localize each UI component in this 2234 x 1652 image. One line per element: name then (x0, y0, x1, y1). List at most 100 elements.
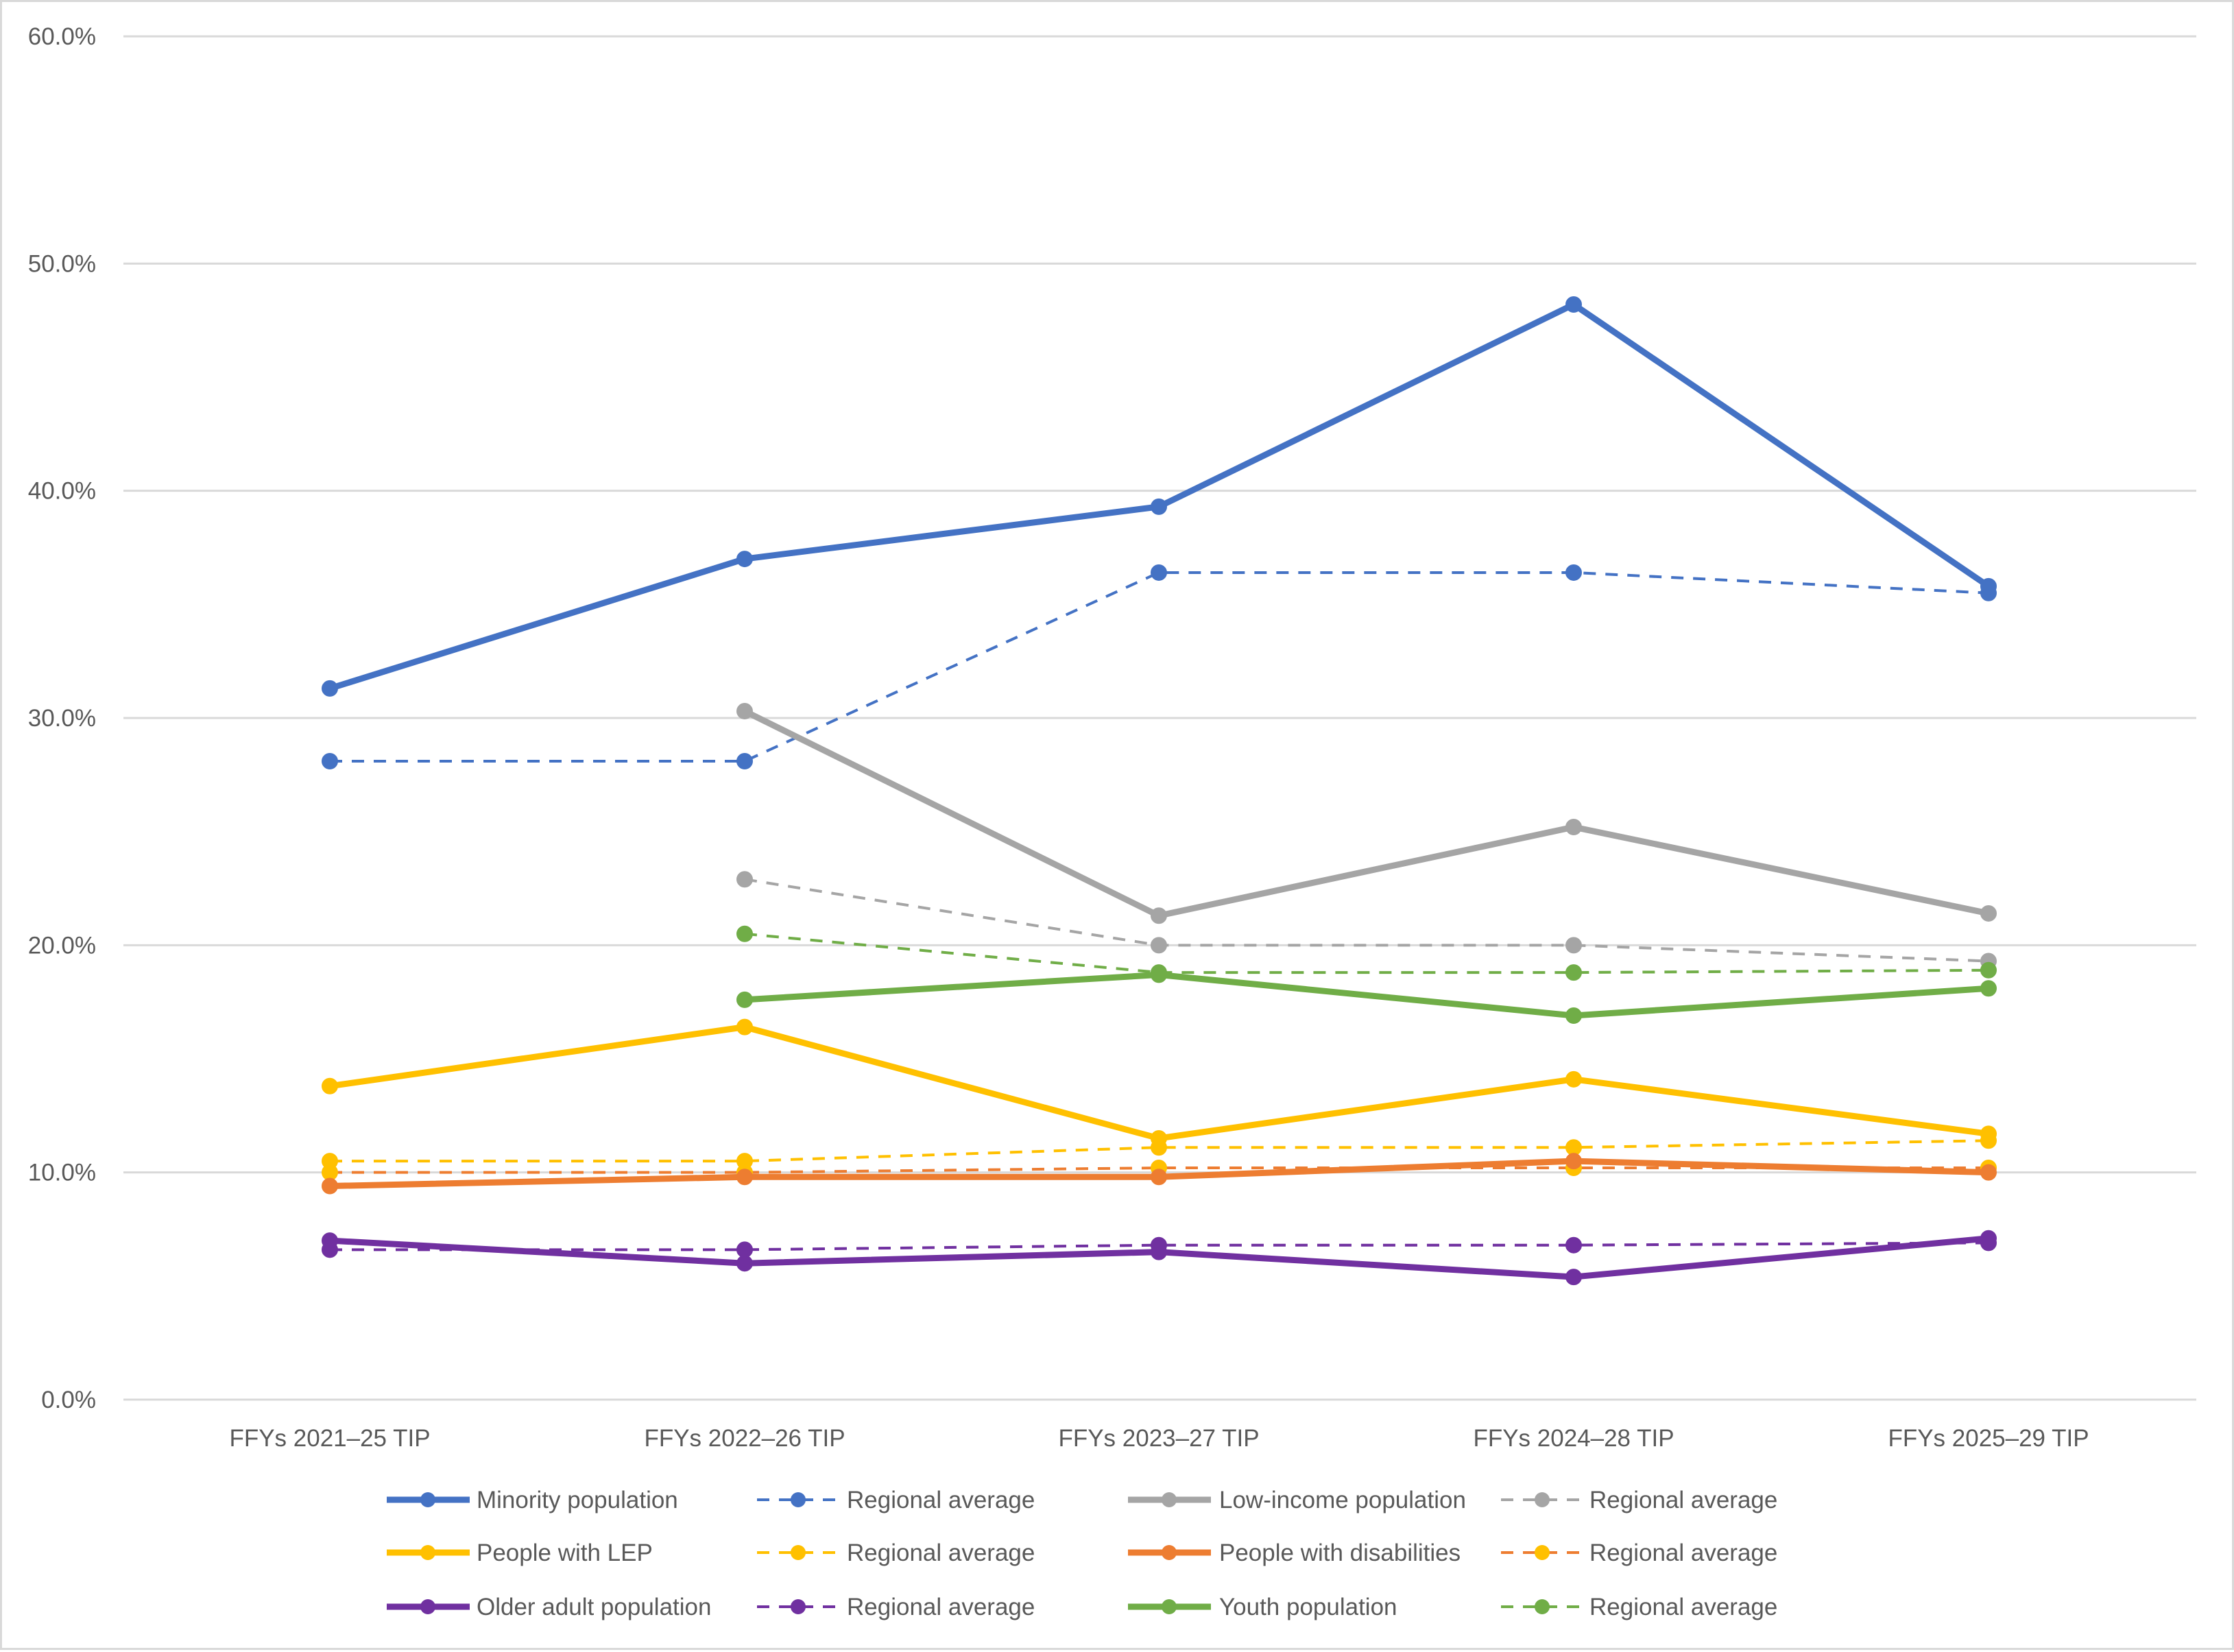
data-point (1980, 980, 1997, 997)
series-lines (322, 296, 1997, 1286)
x-tick-label: FFYs 2024–28 TIP (1473, 1425, 1674, 1452)
series-11 (736, 925, 1997, 981)
data-point (1151, 1169, 1167, 1186)
legend-marker (1162, 1545, 1177, 1560)
gridlines (123, 35, 2196, 1401)
legend-item: Low-income population (1128, 1487, 1466, 1513)
series-line (330, 1139, 1989, 1163)
legend-label: Older adult population (477, 1594, 711, 1620)
legend-label: Regional average (847, 1594, 1035, 1620)
legend-item: Youth population (1128, 1594, 1397, 1620)
data-point (736, 1255, 753, 1272)
series-1 (322, 564, 1997, 769)
y-tick-label: 20.0% (28, 932, 96, 959)
series-line (744, 932, 1989, 974)
series-line (329, 1024, 1989, 1142)
legend-label: Minority population (477, 1487, 678, 1513)
data-point (1565, 1139, 1582, 1156)
data-point (1980, 961, 1997, 979)
data-point (322, 1177, 338, 1195)
data-point (322, 752, 338, 769)
y-axis-ticks: 0.0% 10.0% 20.0% 30.0% 40.0% 50.0% 60.0% (28, 23, 96, 1413)
series-6 (322, 1153, 1997, 1195)
data-point (1151, 966, 1167, 983)
x-tick-label: FFYs 2025–29 TIP (1888, 1425, 2089, 1452)
data-point (322, 1077, 338, 1094)
data-point (736, 1241, 753, 1258)
data-point (736, 1018, 753, 1036)
data-point (1565, 564, 1582, 581)
legend-marker (791, 1492, 806, 1507)
y-tick-label: 30.0% (28, 705, 96, 732)
data-point (1151, 1243, 1167, 1260)
data-point (322, 680, 338, 697)
legend-label: Youth population (1219, 1594, 1397, 1620)
data-point (1565, 1269, 1582, 1286)
legend-item: Regional average (1501, 1540, 1777, 1566)
legend-label: Low-income population (1219, 1487, 1466, 1513)
data-point (1565, 1153, 1582, 1170)
series-line (328, 301, 1991, 692)
y-tick-label: 10.0% (28, 1160, 96, 1186)
legend-marker (791, 1599, 806, 1614)
data-point (1151, 907, 1167, 924)
legend-item: People with LEP (387, 1540, 653, 1566)
legend-marker (791, 1545, 806, 1560)
series-3 (736, 871, 1997, 970)
legend-marker (1162, 1492, 1177, 1507)
x-axis-ticks: FFYs 2021–25 TIP FFYs 2022–26 TIP FFYs 202… (229, 1425, 2089, 1452)
data-point (1565, 937, 1582, 954)
data-point (736, 1169, 753, 1186)
data-point (1151, 1129, 1167, 1147)
legend-item: Regional average (1501, 1487, 1777, 1513)
data-point (736, 551, 753, 568)
series-line (744, 971, 1989, 1019)
series-10 (736, 966, 1997, 1025)
data-point (1565, 819, 1582, 836)
data-point (736, 703, 753, 720)
data-point (1980, 577, 1997, 595)
x-tick-label: FFYs 2023–27 TIP (1058, 1425, 1259, 1452)
x-tick-label: FFYs 2021–25 TIP (229, 1425, 430, 1452)
data-point (1151, 937, 1167, 954)
data-point (1151, 498, 1167, 515)
legend-label: People with disabilities (1219, 1540, 1461, 1566)
data-point (322, 1164, 338, 1181)
series-line (744, 878, 1989, 963)
data-point (736, 752, 753, 769)
legend-marker (420, 1599, 435, 1614)
legend-marker (1535, 1492, 1550, 1507)
data-point (1980, 1230, 1997, 1247)
data-point (322, 1232, 338, 1249)
y-tick-label: 0.0% (41, 1387, 96, 1413)
data-point (1980, 1125, 1997, 1142)
y-tick-label: 50.0% (28, 250, 96, 277)
legend-label: Regional average (847, 1487, 1035, 1513)
legend-marker (420, 1545, 435, 1560)
legend-item: Regional average (1501, 1594, 1777, 1620)
x-tick-label: FFYs 2022–26 TIP (644, 1425, 845, 1452)
series-0 (322, 296, 1997, 697)
data-point (1565, 1007, 1582, 1025)
series-8 (322, 1230, 1997, 1286)
data-point (1565, 1070, 1582, 1088)
series-2 (736, 703, 1997, 924)
legend-label: Regional average (1589, 1487, 1777, 1513)
legend-label: Regional average (847, 1540, 1035, 1566)
series-4 (322, 1018, 1997, 1147)
data-point (736, 871, 753, 888)
legend: Minority population Regional average Low-i… (387, 1487, 1777, 1620)
legend-marker (420, 1492, 435, 1507)
legend-marker (1162, 1599, 1177, 1614)
y-tick-label: 60.0% (28, 23, 96, 50)
data-point (1565, 1236, 1582, 1254)
data-point (1151, 564, 1167, 581)
legend-label: People with LEP (477, 1540, 653, 1566)
y-tick-label: 40.0% (28, 478, 96, 505)
legend-item: People with disabilities (1128, 1540, 1461, 1566)
legend-item: Older adult population (387, 1594, 711, 1620)
legend-item: Minority population (387, 1487, 678, 1513)
legend-marker (1535, 1545, 1550, 1560)
